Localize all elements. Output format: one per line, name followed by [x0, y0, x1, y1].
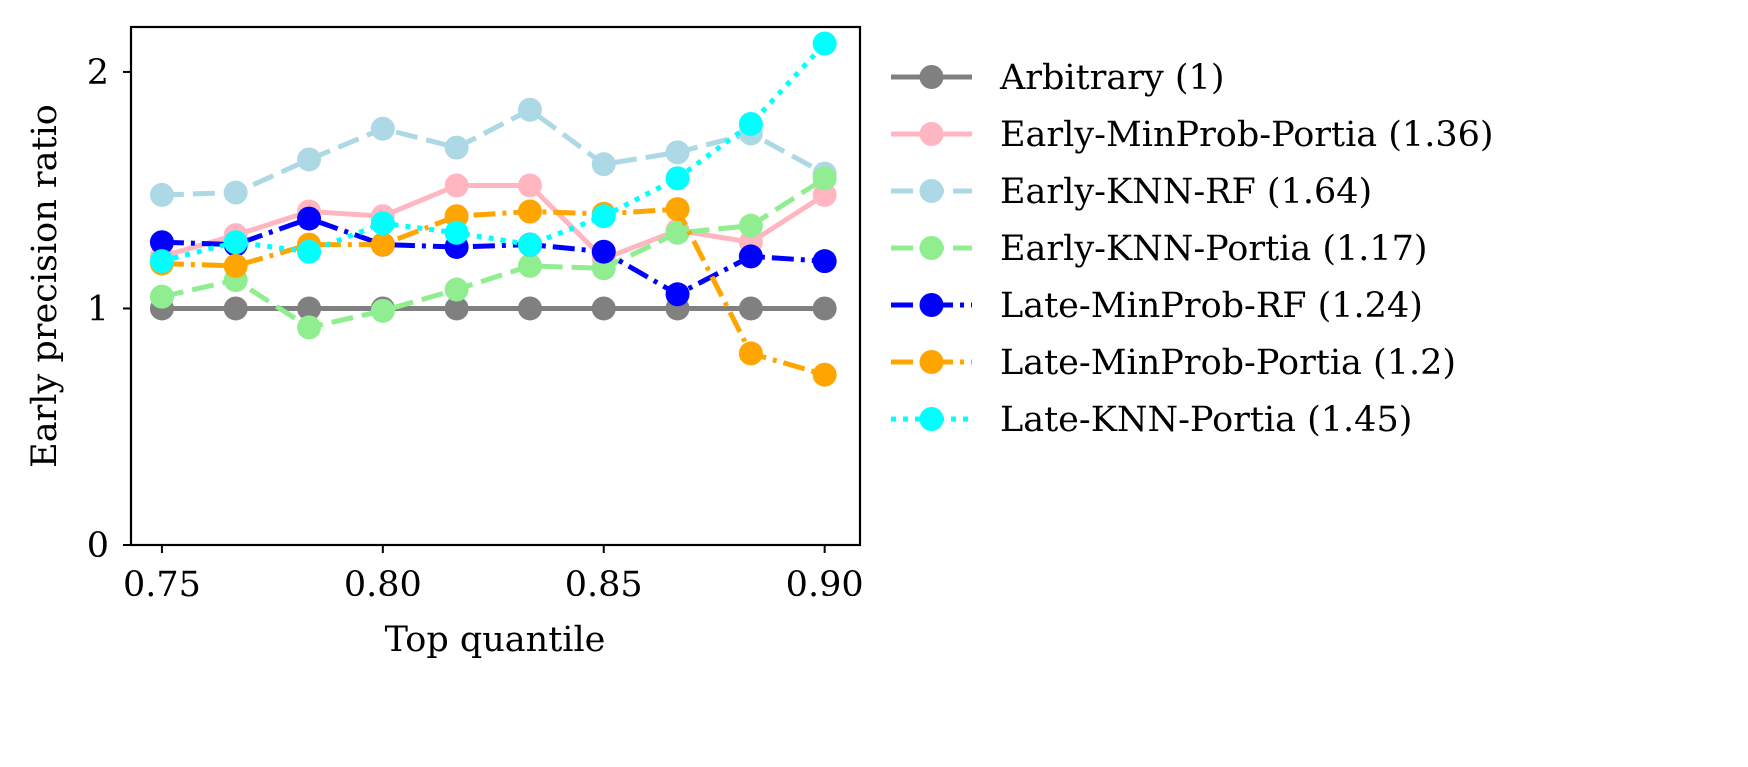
data-point — [297, 315, 322, 340]
series-line — [161, 41, 827, 264]
legend-item: Late-KNN-Portia (1.45) — [891, 400, 1412, 440]
series-line — [161, 176, 827, 330]
data-point — [591, 239, 616, 264]
legend-item: Late-MinProb-Portia (1.2) — [891, 343, 1456, 383]
series-line — [161, 216, 825, 297]
data-point — [444, 296, 469, 321]
data-point — [444, 220, 469, 245]
data-point — [665, 166, 690, 191]
x-tick-label: 0.90 — [786, 565, 864, 605]
plot-area — [149, 31, 837, 387]
data-point — [517, 232, 542, 257]
legend-item: Early-MinProb-Portia (1.36) — [891, 115, 1494, 155]
y-axis-label: Early precision ratio — [25, 104, 65, 468]
data-point — [665, 197, 690, 222]
legend-item: Early-KNN-Portia (1.17) — [891, 229, 1428, 269]
data-point — [665, 282, 690, 307]
data-point — [738, 213, 763, 238]
data-point — [297, 239, 322, 264]
data-point — [665, 140, 690, 165]
x-tick-label: 0.85 — [565, 565, 643, 605]
data-point — [223, 253, 248, 278]
data-point — [149, 284, 174, 309]
data-point — [812, 31, 837, 56]
data-point — [517, 253, 542, 278]
legend-marker — [919, 350, 944, 374]
x-axis-label: Top quantile — [385, 620, 606, 660]
x-tick-label: 0.80 — [344, 565, 422, 605]
data-point — [517, 173, 542, 198]
legend-marker — [919, 122, 944, 146]
legend-label: Arbitrary (1) — [999, 58, 1224, 98]
data-point — [591, 204, 616, 229]
data-point — [444, 135, 469, 160]
y-tick-label: 1 — [87, 289, 109, 329]
data-point — [223, 180, 248, 205]
data-point — [738, 341, 763, 366]
data-point — [149, 249, 174, 274]
data-point — [517, 97, 542, 122]
series-line — [161, 206, 826, 378]
legend-marker — [919, 65, 944, 89]
data-point — [297, 147, 322, 172]
x-tick-label: 0.75 — [123, 565, 201, 605]
data-point — [812, 249, 837, 274]
data-point — [297, 206, 322, 231]
data-point — [223, 296, 248, 321]
legend-marker — [919, 236, 944, 260]
data-point — [591, 256, 616, 281]
legend-label: Late-KNN-Portia (1.45) — [1000, 400, 1412, 440]
data-point — [738, 296, 763, 321]
data-point — [223, 230, 248, 255]
data-point — [517, 199, 542, 224]
data-point — [370, 298, 395, 323]
series-group — [149, 173, 837, 271]
data-point — [370, 211, 395, 236]
y-axis: 0 1 2 — [87, 53, 131, 566]
legend-marker — [919, 293, 944, 317]
data-point — [444, 173, 469, 198]
y-tick-label: 0 — [87, 526, 109, 566]
legend: Arbitrary (1) Early-MinProb-Portia (1.36)… — [891, 58, 1494, 440]
legend-label: Early-KNN-RF (1.64) — [1000, 172, 1372, 212]
data-point — [517, 296, 542, 321]
data-point — [591, 152, 616, 177]
legend-item: Late-MinProb-RF (1.24) — [891, 286, 1423, 326]
data-point — [591, 296, 616, 321]
y-tick-label: 2 — [87, 53, 109, 93]
axes-frame — [129, 25, 862, 547]
x-axis: 0.75 0.80 0.85 0.90 — [123, 545, 864, 605]
data-point — [812, 166, 837, 191]
series-group — [149, 97, 837, 207]
data-point — [812, 182, 837, 207]
series-group — [149, 31, 837, 274]
data-point — [444, 277, 469, 302]
data-point — [149, 230, 174, 255]
data-point — [444, 204, 469, 229]
data-point — [297, 296, 322, 321]
legend-marker — [919, 179, 944, 203]
data-point — [665, 220, 690, 245]
series-line — [161, 183, 827, 262]
data-point — [738, 111, 763, 136]
legend-label: Early-MinProb-Portia (1.36) — [1000, 115, 1494, 155]
series-group — [149, 166, 837, 340]
legend-label: Early-KNN-Portia (1.17) — [1000, 229, 1428, 269]
legend-item: Early-KNN-RF (1.64) — [891, 172, 1372, 212]
data-point — [149, 182, 174, 207]
data-point — [812, 362, 837, 387]
data-point — [812, 296, 837, 321]
data-point — [370, 232, 395, 257]
legend-marker — [919, 407, 944, 431]
legend-label: Late-MinProb-Portia (1.2) — [1000, 343, 1456, 383]
data-point — [370, 116, 395, 141]
data-point — [738, 244, 763, 269]
series-line — [161, 107, 826, 198]
legend-label: Late-MinProb-RF (1.24) — [1000, 286, 1423, 326]
legend-item: Arbitrary (1) — [891, 58, 1224, 98]
